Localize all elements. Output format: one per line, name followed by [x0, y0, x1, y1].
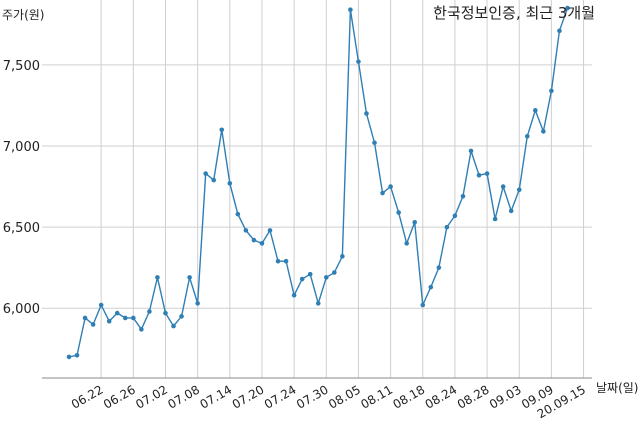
data-point [557, 28, 562, 34]
data-point [179, 314, 184, 319]
data-point [283, 258, 289, 264]
data-point [404, 241, 409, 246]
data-point [307, 271, 313, 277]
data-point [388, 184, 393, 189]
data-point [565, 5, 570, 11]
data-point [460, 194, 466, 199]
y-axis-ticks: 6,000 6,500 7,000 7,500 [3, 59, 40, 317]
grid [42, 0, 592, 378]
x-axis-ticks: 06.2206.2607.0207.0807.1407.2007.2407.30… [69, 382, 588, 421]
data-point [299, 276, 305, 282]
data-point [315, 301, 321, 306]
data-point [291, 292, 297, 298]
x-tick-label: 07.30 [294, 382, 331, 411]
data-point [82, 315, 88, 321]
data-point [396, 210, 401, 215]
price-points [66, 5, 570, 360]
chart-title: 한국정보인증, 최근 3개월 [433, 4, 595, 22]
y-tick-label: 6,500 [3, 221, 40, 236]
x-tick-label: 08.05 [326, 382, 363, 411]
data-point [187, 275, 192, 280]
data-point [235, 211, 241, 217]
data-point [243, 228, 249, 233]
data-point [444, 224, 450, 230]
data-point [227, 181, 233, 186]
x-tick-label: 08.28 [455, 382, 492, 411]
data-point [171, 323, 176, 329]
data-point [372, 140, 377, 146]
data-point [267, 228, 273, 233]
data-point [380, 190, 385, 196]
data-point [106, 318, 112, 324]
data-point [275, 258, 281, 264]
data-point [468, 148, 474, 154]
y-tick-label: 7,500 [3, 59, 40, 74]
data-point [484, 171, 490, 176]
x-axis-label: 날짜(일) [596, 381, 638, 395]
data-point [500, 184, 506, 189]
data-point [74, 352, 80, 358]
x-tick-label: 09.03 [487, 382, 524, 411]
data-point [549, 88, 554, 94]
data-point [332, 270, 337, 275]
x-tick-label: 06.26 [101, 382, 138, 411]
data-point [203, 171, 208, 176]
data-point [251, 237, 257, 243]
y-tick-label: 7,000 [3, 140, 40, 155]
data-point [412, 219, 418, 225]
y-tick-label: 6,000 [3, 302, 40, 317]
data-point [356, 59, 361, 64]
data-point [348, 7, 353, 13]
data-point [452, 213, 458, 219]
x-tick-label: 06.22 [69, 382, 106, 411]
data-point [211, 177, 217, 183]
x-tick-label: 07.14 [198, 382, 235, 411]
data-point [147, 309, 152, 314]
data-point [122, 315, 128, 321]
data-point [163, 310, 168, 316]
data-point [155, 275, 160, 280]
x-tick-label: 08.18 [391, 382, 428, 411]
data-point [340, 254, 345, 259]
data-point [90, 322, 96, 327]
data-point [219, 127, 225, 133]
data-point [436, 265, 442, 270]
x-tick-label: 08.24 [423, 382, 460, 411]
data-point [66, 354, 72, 360]
x-tick-label: 08.11 [358, 382, 395, 411]
data-point [114, 310, 120, 316]
data-point [541, 129, 546, 134]
data-point [508, 208, 514, 214]
data-point [492, 216, 498, 222]
x-tick-label: 07.02 [133, 382, 170, 411]
data-point [533, 108, 538, 113]
data-point [98, 302, 104, 308]
data-point [364, 111, 369, 116]
x-tick-label: 07.08 [165, 382, 202, 411]
data-point [420, 302, 426, 308]
data-point [131, 315, 136, 321]
y-axis-label: 주가(원) [2, 8, 44, 22]
data-point [323, 275, 329, 280]
data-point [476, 172, 482, 178]
data-point [139, 327, 144, 332]
data-point [259, 241, 265, 246]
data-point [195, 301, 200, 306]
data-point [516, 187, 522, 193]
data-point [524, 133, 530, 139]
x-tick-label: 07.24 [262, 382, 299, 411]
data-point [428, 284, 434, 290]
x-tick-label: 07.20 [230, 382, 267, 411]
